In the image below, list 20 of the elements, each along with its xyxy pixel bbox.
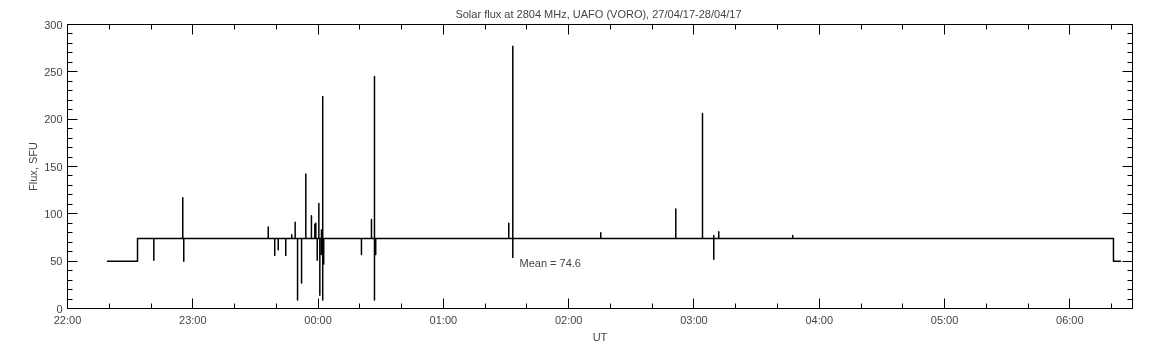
y-tick-label: 50	[50, 255, 63, 268]
x-tick-label: 01:00	[429, 313, 458, 326]
x-tick-label: 03:00	[680, 313, 708, 326]
x-tick-label: 04:00	[805, 313, 834, 326]
y-tick-label: 300	[44, 18, 63, 31]
y-tick-label: 250	[44, 65, 63, 78]
y-tick-label: 200	[44, 113, 63, 126]
x-axis-title: UT	[592, 330, 608, 343]
x-tick-label: 23:00	[179, 313, 207, 326]
x-tick-label: 06:00	[1056, 313, 1084, 326]
y-tick-label: 0	[56, 302, 63, 315]
x-tick-label: 05:00	[930, 313, 959, 326]
x-tick-label: 22:00	[53, 313, 82, 326]
y-tick-label: 150	[44, 160, 63, 173]
x-tick-label: 00:00	[304, 313, 332, 326]
annotation: Mean = 74.6	[519, 256, 581, 269]
y-axis-title: Flux, SFU	[27, 142, 40, 191]
y-tick-label: 100	[44, 207, 63, 220]
x-tick-label: 02:00	[554, 313, 583, 326]
chart-title: Solar flux at 2804 MHz, UAFO (VORO), 27/04/17-28/04/17	[455, 7, 742, 20]
